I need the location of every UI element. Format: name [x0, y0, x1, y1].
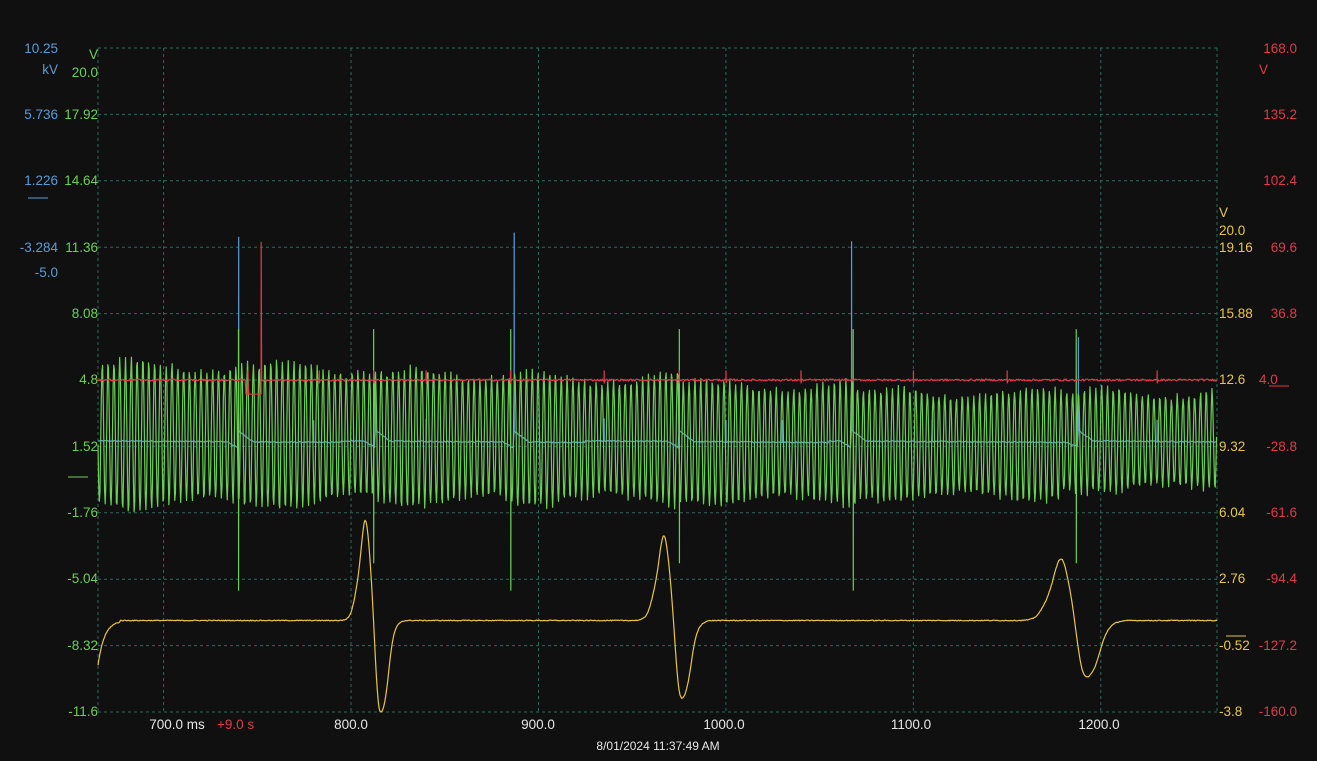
axis-a-tick-label: 1.226 [24, 173, 58, 188]
axis-c-tick-label: -3.8 [1219, 704, 1242, 719]
axis-d-tick-label: 69.6 [1271, 240, 1297, 255]
axis-b-tick-label: 11.36 [65, 240, 98, 255]
axis-a-tick-label: 5.736 [24, 107, 58, 122]
x-tick-label: 1100.0 [891, 717, 931, 732]
axis-d-tick-label: 4.0 [1259, 372, 1278, 387]
axis-d-tick-label: -160.0 [1259, 704, 1297, 719]
axis-c-tick-label: 2.76 [1219, 571, 1245, 586]
axis-c-tick-label: 19.16 [1219, 240, 1253, 255]
axis-c-tick-label: 12.6 [1219, 372, 1245, 387]
axis-b-tick-label: -1.76 [67, 505, 98, 520]
axis-d-tick-label: 168.0 [1263, 41, 1297, 56]
x-offset-label: +9.0 s [217, 717, 254, 732]
axis-c-unit: V [1219, 205, 1228, 220]
axis-d-tick-label: -28.8 [1266, 439, 1297, 454]
axis-b-tick-label: 4.8 [79, 372, 98, 387]
axis-a-tick-label: -5.0 [35, 265, 58, 280]
axis-c[interactable]: V 20.0 19.16 15.88 12.6 9.32 6.04 2.76 -… [1219, 205, 1253, 719]
axis-a-tick-label: 10.25 [24, 41, 58, 56]
axis-a-tick-label: -3.284 [20, 240, 59, 255]
x-tick-label: 1200.0 [1078, 717, 1119, 732]
traces [97, 232, 1218, 713]
axis-b-tick-label: 1.52 [72, 439, 98, 454]
axis-a[interactable]: 10.25 kV 5.736 1.226 -3.284 -5.0 [20, 41, 59, 280]
timestamp: 8/01/2024 11:37:49 AM [596, 739, 719, 753]
axis-d-unit: V [1259, 62, 1268, 77]
x-tick-label: 700.0 ms [149, 717, 205, 732]
axis-d[interactable]: 168.0 V 135.2 102.4 69.6 36.8 4.0 -28.8 … [1259, 41, 1298, 719]
trace-channel-b [97, 328, 1218, 591]
axis-c-tick-label: 20.0 [1219, 223, 1245, 238]
axis-b-tick-label: -5.04 [67, 571, 98, 586]
axis-c-tick-label: 15.88 [1219, 306, 1253, 321]
axis-d-tick-label: 135.2 [1263, 107, 1297, 122]
axis-b-tick-label: -8.32 [67, 638, 98, 653]
axis-c-tick-label: 9.32 [1219, 439, 1245, 454]
axis-b-unit: V [89, 47, 98, 62]
axis-b-tick-label: 8.08 [72, 306, 98, 321]
axis-b-tick-label: -11.6 [68, 704, 98, 719]
axis-c-tick-label: -0.52 [1219, 638, 1250, 653]
trace-channel-d [97, 241, 1218, 395]
time-axis[interactable]: 700.0 ms +9.0 s 800.0 900.0 1000.0 1100.… [149, 717, 1119, 732]
axis-c-tick-label: 6.04 [1219, 505, 1246, 520]
x-tick-label: 800.0 [334, 717, 368, 732]
trace-channel-c [97, 519, 1218, 713]
axis-d-tick-label: -61.6 [1266, 505, 1297, 520]
axis-b-tick-label: 20.0 [72, 65, 98, 80]
x-tick-label: 1000.0 [703, 717, 744, 732]
axis-a-unit: kV [42, 62, 58, 77]
axis-d-tick-label: 102.4 [1263, 173, 1297, 188]
axis-b[interactable]: V 20.0 17.92 14.64 11.36 8.08 4.8 1.52 -… [64, 47, 98, 719]
axis-b-tick-label: 17.92 [64, 107, 98, 122]
x-tick-label: 900.0 [521, 717, 555, 732]
axis-d-tick-label: -127.2 [1259, 638, 1297, 653]
axis-d-tick-label: 36.8 [1271, 306, 1297, 321]
axis-b-tick-label: 14.64 [64, 173, 98, 188]
axis-d-tick-label: -94.4 [1266, 571, 1297, 586]
